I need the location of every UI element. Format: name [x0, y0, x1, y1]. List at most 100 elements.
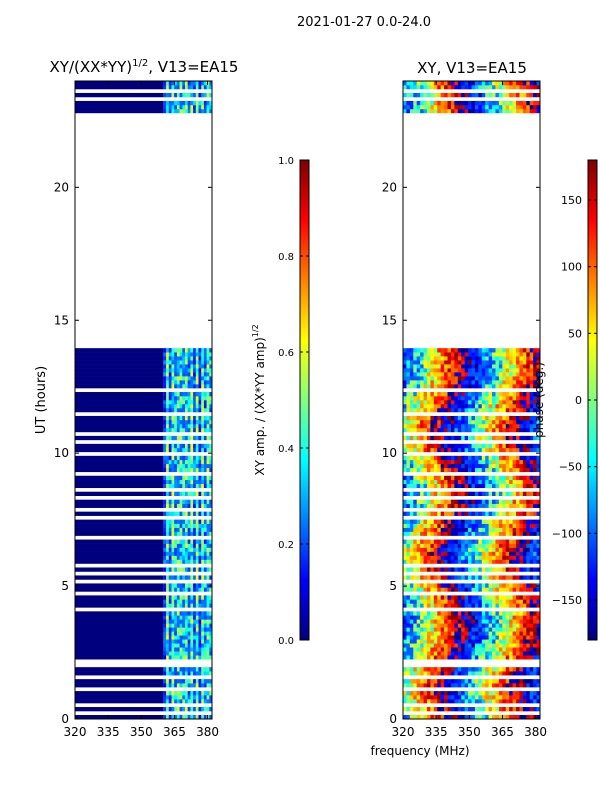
- heatmap-cell: [171, 376, 175, 381]
- heatmap-cell: [176, 679, 180, 684]
- heatmap-cell: [492, 683, 496, 688]
- panel2-heatmap: [403, 81, 540, 719]
- heatmap-cell: [179, 491, 183, 496]
- heatmap-cell: [488, 691, 493, 696]
- heatmap-cell: [168, 611, 172, 616]
- heatmap-cell: [182, 679, 186, 684]
- heatmap-cell: [209, 435, 212, 441]
- heatmap-cell: [195, 667, 199, 672]
- heatmap-cell: [176, 627, 180, 632]
- heatmap-cell: [416, 415, 421, 421]
- heatmap-cell: [430, 81, 435, 86]
- heatmap-cell: [457, 583, 462, 588]
- heatmap-cell: [536, 615, 540, 620]
- heatmap-cell: [433, 527, 438, 532]
- heatmap-cell: [430, 603, 435, 608]
- heatmap-cell: [522, 92, 527, 98]
- heatmap-cell: [526, 555, 531, 560]
- heatmap-cell: [526, 380, 531, 385]
- heatmap-cell: [488, 503, 493, 508]
- heatmap-cell: [488, 419, 493, 425]
- heatmap-cell: [444, 463, 448, 469]
- heatmap-cell: [171, 356, 175, 361]
- heatmap-cell: [201, 639, 205, 644]
- heatmap-cell: [516, 683, 520, 688]
- heatmap-cell: [526, 372, 531, 377]
- heatmap-cell: [444, 427, 448, 433]
- heatmap-cell: [182, 92, 186, 98]
- heatmap-cell: [533, 603, 537, 608]
- heatmap-cell: [203, 100, 207, 106]
- heatmap-cell: [481, 104, 486, 110]
- heatmap-cell: [461, 459, 465, 465]
- heatmap-cell: [406, 707, 411, 712]
- heatmap-cell: [209, 459, 212, 465]
- heatmap-cell: [519, 715, 524, 719]
- heatmap-cell: [450, 81, 455, 86]
- heatmap-cell: [198, 611, 202, 616]
- heatmap-cell: [201, 567, 205, 572]
- heatmap-cell: [454, 527, 459, 532]
- heatmap-row: [75, 104, 164, 110]
- heatmap-cell: [430, 104, 435, 110]
- heatmap-cell: [512, 707, 517, 712]
- heatmap-cell: [516, 376, 520, 381]
- heatmap-cell: [193, 707, 197, 712]
- heatmap-cell: [184, 352, 188, 357]
- heatmap-cell: [182, 627, 186, 632]
- heatmap-cell: [522, 368, 527, 373]
- heatmap-cell: [440, 623, 445, 628]
- heatmap-cell: [509, 547, 513, 552]
- heatmap-cell: [481, 503, 486, 508]
- heatmap-cell: [529, 551, 534, 556]
- heatmap-cell: [471, 707, 476, 712]
- heatmap-cell: [176, 619, 180, 624]
- heatmap-cell: [433, 679, 438, 684]
- heatmap-cell: [509, 463, 513, 469]
- heatmap-cell: [502, 368, 507, 373]
- heatmap-cell: [209, 100, 212, 106]
- heatmap-row: [75, 699, 164, 704]
- heatmap-cell: [416, 467, 421, 473]
- heatmap-cell: [509, 583, 513, 588]
- heatmap-cell: [413, 92, 417, 98]
- heatmap-cell: [209, 356, 212, 361]
- heatmap-cell: [522, 104, 527, 110]
- heatmap-cell: [488, 527, 493, 532]
- heatmap-cell: [174, 635, 178, 640]
- heatmap-cell: [406, 104, 411, 110]
- heatmap-cell: [474, 655, 479, 660]
- heatmap-cell: [454, 503, 459, 508]
- heatmap-cell: [444, 483, 448, 489]
- heatmap-cell: [471, 483, 476, 489]
- heatmap-cell: [174, 527, 178, 532]
- heatmap-cell: [426, 551, 431, 556]
- heatmap-cell: [203, 623, 207, 628]
- heatmap-cell: [198, 443, 202, 449]
- heatmap-cell: [409, 459, 414, 465]
- heatmap-cell: [171, 503, 175, 508]
- heatmap-cell: [413, 384, 417, 389]
- heatmap-cell: [447, 443, 452, 449]
- heatmap-cell: [168, 400, 172, 405]
- heatmap-cell: [433, 651, 438, 656]
- heatmap-cell: [522, 631, 527, 636]
- heatmap-cell: [179, 423, 183, 429]
- heatmap-cell: [209, 599, 212, 604]
- heatmap-cell: [468, 511, 472, 516]
- heatmap-cell: [433, 499, 438, 504]
- heatmap-cell: [468, 555, 472, 560]
- heatmap-cell: [505, 81, 510, 86]
- heatmap-cell: [516, 627, 520, 632]
- heatmap-cell: [413, 699, 417, 704]
- heatmap-cell: [474, 483, 479, 489]
- heatmap-cell: [182, 503, 186, 508]
- heatmap-cell: [471, 364, 476, 369]
- heatmap-cell: [433, 384, 438, 389]
- heatmap-cell: [182, 715, 186, 719]
- heatmap-cell: [420, 635, 424, 640]
- heatmap-cell: [184, 491, 188, 496]
- heatmap-cell: [168, 619, 172, 624]
- heatmap-cell: [430, 447, 435, 453]
- heatmap-cell: [536, 699, 540, 704]
